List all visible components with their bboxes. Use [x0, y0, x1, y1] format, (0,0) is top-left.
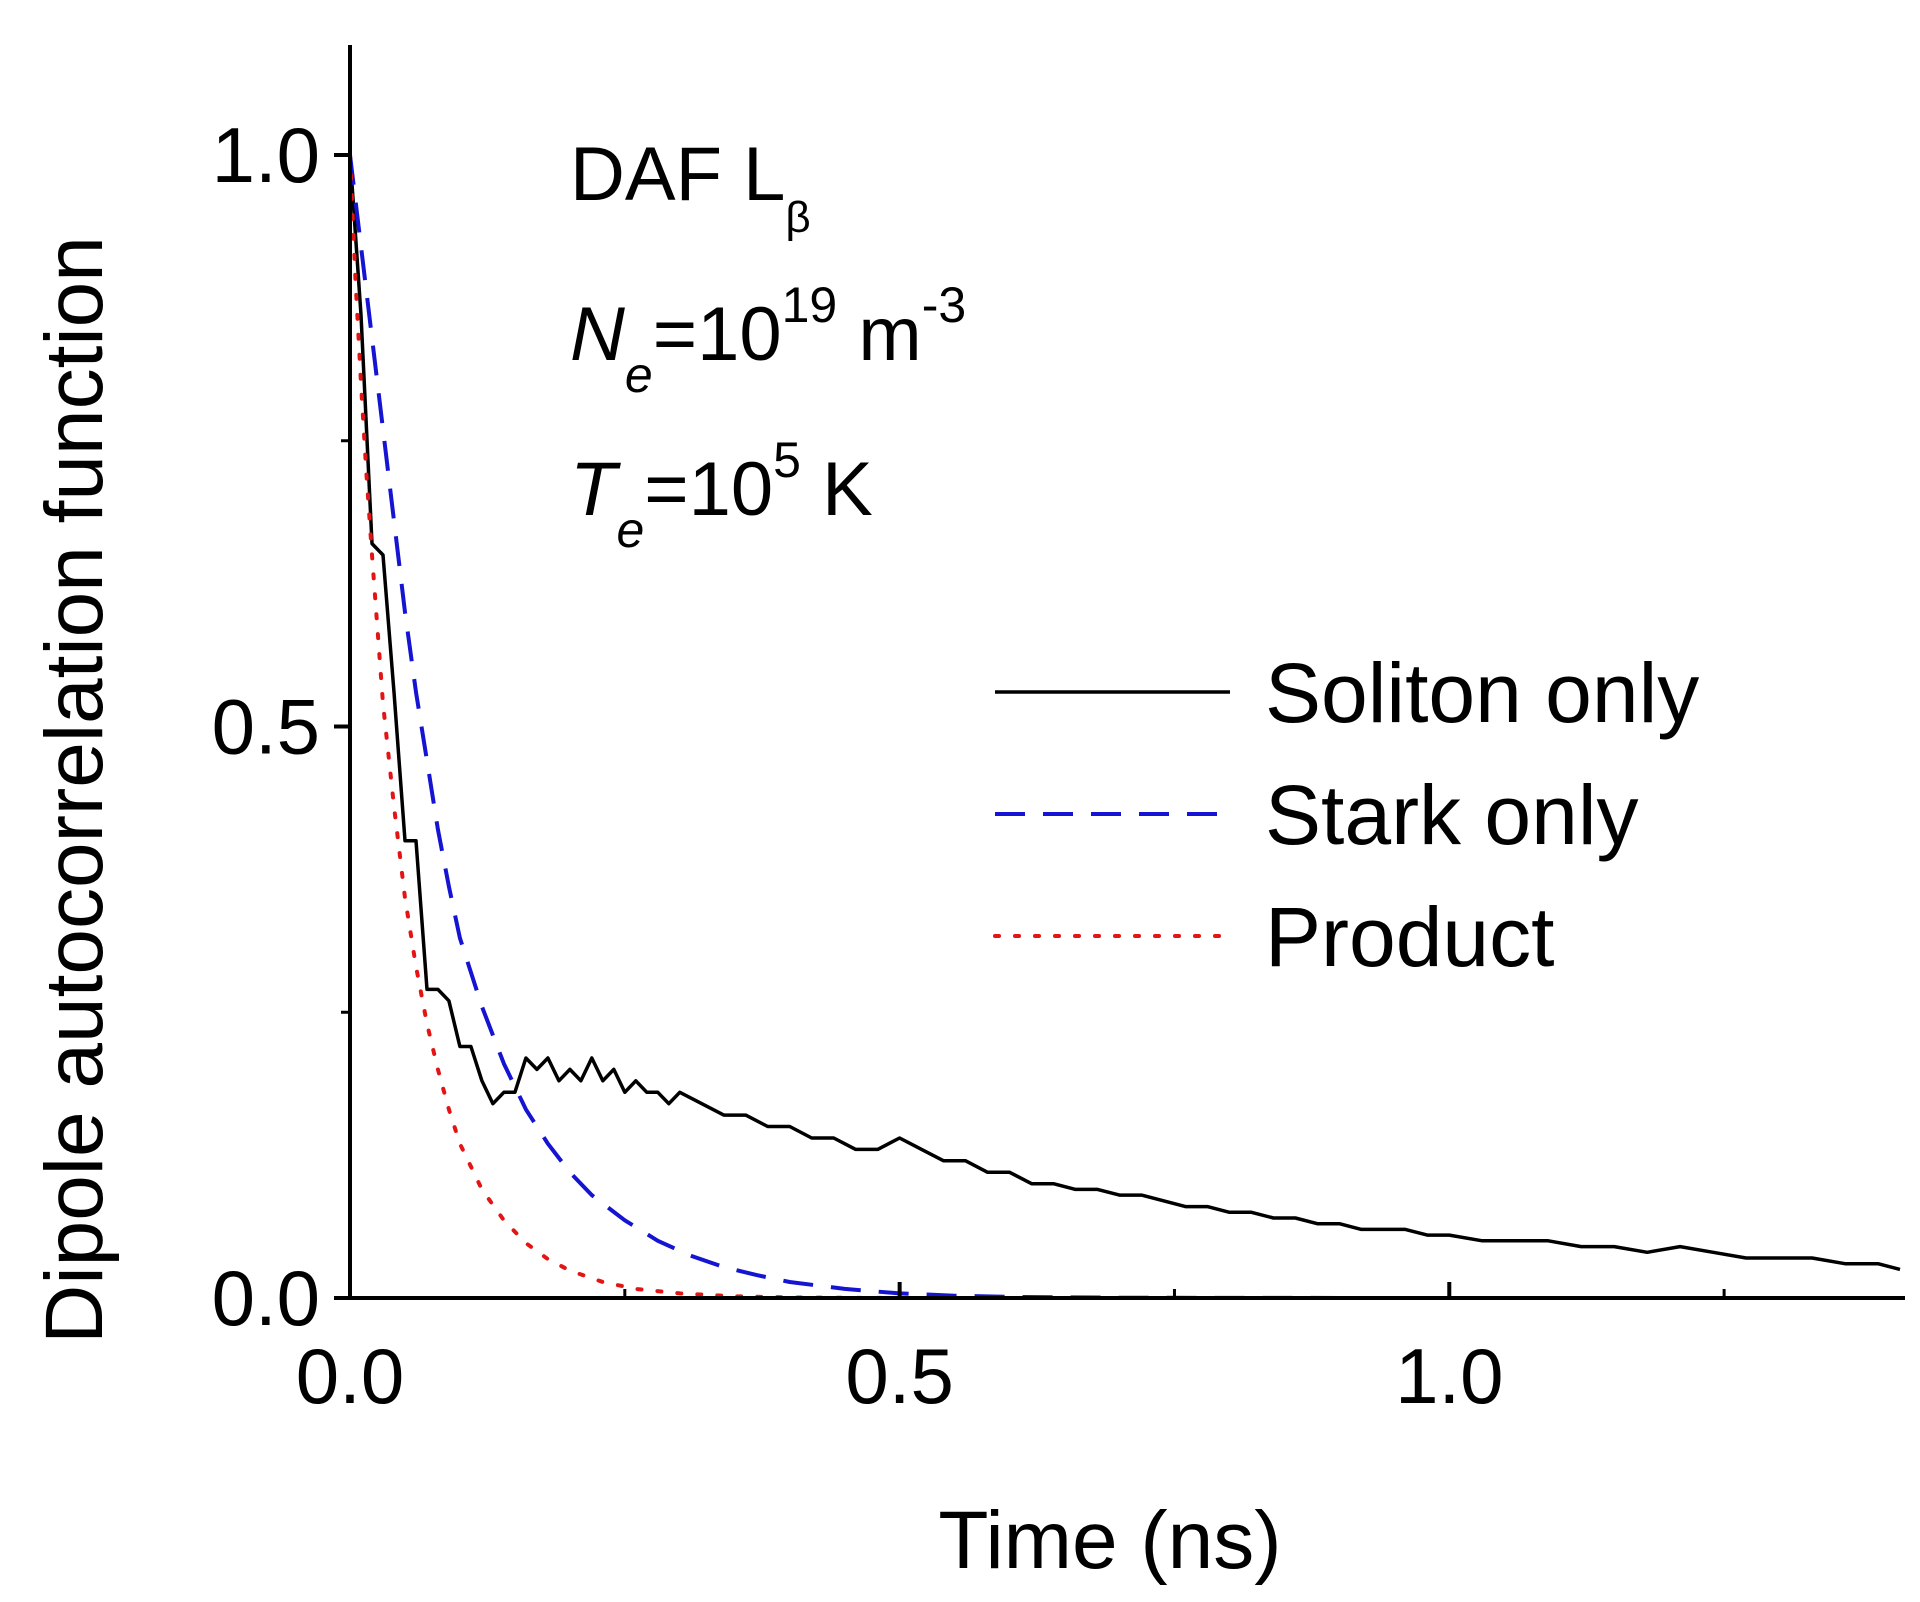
x-tick-label: 1.0: [1395, 1332, 1503, 1420]
legend-label: Soliton only: [1265, 646, 1699, 740]
labels: Time (ns) Dipole autocorrelation functio…: [29, 236, 1282, 1586]
x-axis-title: Time (ns): [938, 1495, 1281, 1586]
y-tick-label: 0.5: [212, 683, 320, 771]
y-axis-title: Dipole autocorrelation function: [29, 236, 120, 1344]
y-tick-label: 0.0: [212, 1254, 320, 1342]
x-tick-label: 0.5: [845, 1332, 953, 1420]
axes: 0.0 0.5 1.0 0.0 0.5 1.0: [212, 45, 1905, 1420]
annotation-1-sub: β: [785, 193, 810, 242]
annotation-3-sup: 5: [773, 432, 801, 488]
annotation-2-unit: m: [837, 292, 921, 377]
annotation-3-sub: e: [616, 502, 644, 558]
y-tick-label: 1.0: [212, 111, 320, 199]
legend: Soliton only Stark only Product: [993, 646, 1699, 984]
legend-label: Product: [1265, 890, 1555, 984]
annotation-1-text: DAF L: [570, 132, 785, 217]
annotation-line-3: Te=105 K: [570, 432, 873, 558]
annotation-line-2: Ne=1019 m-3: [570, 277, 966, 403]
annotation-2-sup: 19: [782, 277, 838, 333]
annotation-3-unit: K: [801, 447, 873, 532]
annotation-2-text: =10: [653, 292, 782, 377]
series-line-soliton-only: [348, 154, 1901, 1272]
annotation-2-sub: e: [625, 347, 653, 403]
legend-label: Stark only: [1265, 768, 1639, 862]
annotations: DAF Lβ Ne=1019 m-3 Te=105 K: [570, 132, 966, 558]
annotation-3-text: =10: [644, 447, 773, 532]
x-tick-label: 0.0: [296, 1332, 404, 1420]
annotation-2-italic: N: [570, 292, 625, 377]
annotation-line-1: DAF Lβ: [570, 132, 811, 242]
annotation-3-italic: T: [570, 447, 621, 532]
annotation-2-unit-sup: -3: [922, 277, 966, 333]
